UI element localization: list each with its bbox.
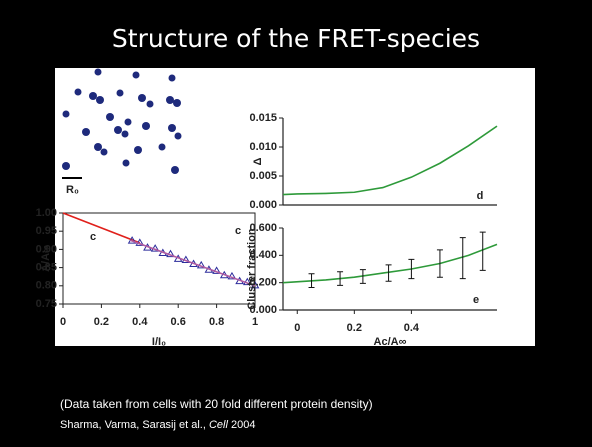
x-tick-label: 1 (252, 316, 258, 328)
panel-label: d (477, 190, 484, 202)
x-tick-label: 0.2 (94, 316, 109, 328)
y-tick-label: 0.005 (249, 170, 277, 182)
y-axis-label: A/A∞ (40, 245, 52, 272)
curve-annotation: c (90, 231, 96, 243)
y-tick-label: 0.75 (36, 298, 57, 310)
x-tick-label: 0.6 (171, 316, 186, 328)
citation-year: 2004 (231, 419, 255, 431)
panel-label: e (473, 294, 479, 306)
x-tick-label: 0 (60, 316, 66, 328)
x-tick-label: 0.4 (404, 322, 420, 334)
y-tick-label: 1.00 (36, 207, 57, 219)
x-tick-label: 0 (294, 322, 300, 334)
citation-journal: Cell (209, 419, 229, 431)
x-tick-label: 0.4 (132, 316, 148, 328)
citation: Sharma, Varma, Sarasij et al., Cell 2004 (60, 419, 255, 431)
y-axis-label: Cluster fraction (246, 228, 258, 310)
page: {"title": "Structure of the FRET-species… (0, 0, 592, 447)
citation-authors: Sharma, Varma, Sarasij et al., (60, 419, 206, 431)
y-axis-label: Δ (252, 157, 264, 165)
caption: (Data taken from cells with 20 fold diff… (60, 397, 373, 411)
x-axis-label: I/I₀ (152, 336, 166, 348)
slide: Structure of the FRET-species R₀ (Data t… (0, 0, 592, 447)
scale-label: R₀ (66, 184, 79, 196)
y-tick-label: 0.95 (36, 225, 57, 237)
y-tick-label: 0.015 (249, 112, 277, 124)
y-tick-label: 0.000 (249, 199, 277, 211)
x-tick-label: 0.8 (209, 316, 224, 328)
panel-label: c (235, 225, 241, 237)
x-axis-label: Ac/A∞ (374, 336, 407, 348)
x-tick-label: 0.2 (347, 322, 362, 334)
y-tick-label: 0.010 (249, 141, 277, 153)
slide-title: Structure of the FRET-species (112, 24, 480, 53)
y-tick-label: 0.80 (36, 280, 57, 292)
